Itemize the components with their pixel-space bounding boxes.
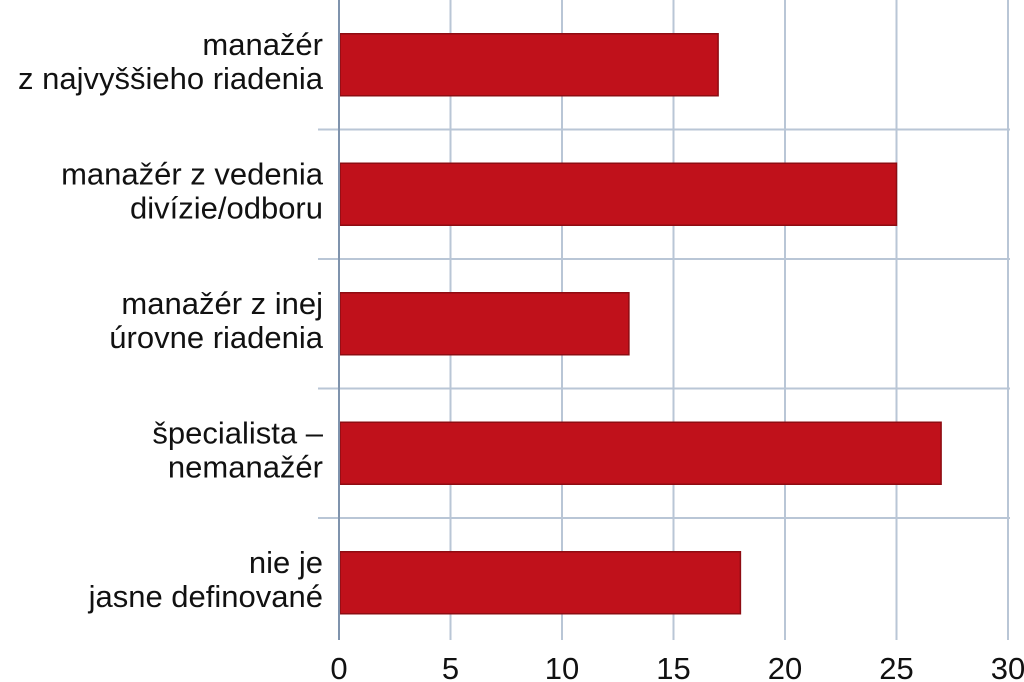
x-tick-label: 5 bbox=[442, 651, 459, 682]
bar bbox=[339, 551, 742, 615]
category-labels: manažér z najvyššieho riadenia manažér z v… bbox=[18, 27, 324, 614]
category-label: špecialista – nemanažér bbox=[152, 415, 323, 484]
bar bbox=[339, 162, 898, 226]
x-tick-label: 20 bbox=[768, 651, 802, 682]
x-tick-label: 0 bbox=[330, 651, 347, 682]
category-label: manažér z vedenia divízie/odboru bbox=[61, 156, 324, 225]
x-tick-label: 10 bbox=[545, 651, 579, 682]
category-label-line: nie je bbox=[249, 545, 323, 580]
category-label-line: úrovne riadenia bbox=[109, 320, 323, 355]
x-tick-label: 15 bbox=[656, 651, 690, 682]
category-separators bbox=[318, 128, 1010, 519]
category-label: nie je jasne definované bbox=[88, 545, 323, 614]
category-label-line: manažér z inej bbox=[121, 286, 323, 321]
bar bbox=[339, 421, 942, 485]
category-label-line: špecialista – bbox=[152, 415, 323, 450]
category-label-line: manažér bbox=[202, 27, 323, 62]
x-tick-labels: 0 5 10 15 20 25 30 bbox=[330, 651, 1024, 682]
bar bbox=[339, 292, 630, 356]
bar bbox=[339, 33, 719, 97]
grid-lines bbox=[449, 0, 1009, 640]
category-label-line: jasne definované bbox=[88, 579, 323, 614]
x-tick-label: 25 bbox=[879, 651, 913, 682]
category-label-line: divízie/odboru bbox=[130, 190, 323, 225]
category-label-line: nemanažér bbox=[168, 449, 323, 484]
category-label-line: z najvyššieho riadenia bbox=[18, 61, 324, 96]
category-label: manažér z inej úrovne riadenia bbox=[109, 286, 323, 355]
category-label-line: manažér z vedenia bbox=[61, 156, 324, 191]
bars bbox=[339, 33, 942, 615]
x-tick-label: 30 bbox=[991, 651, 1024, 682]
category-label: manažér z najvyššieho riadenia bbox=[18, 27, 324, 96]
